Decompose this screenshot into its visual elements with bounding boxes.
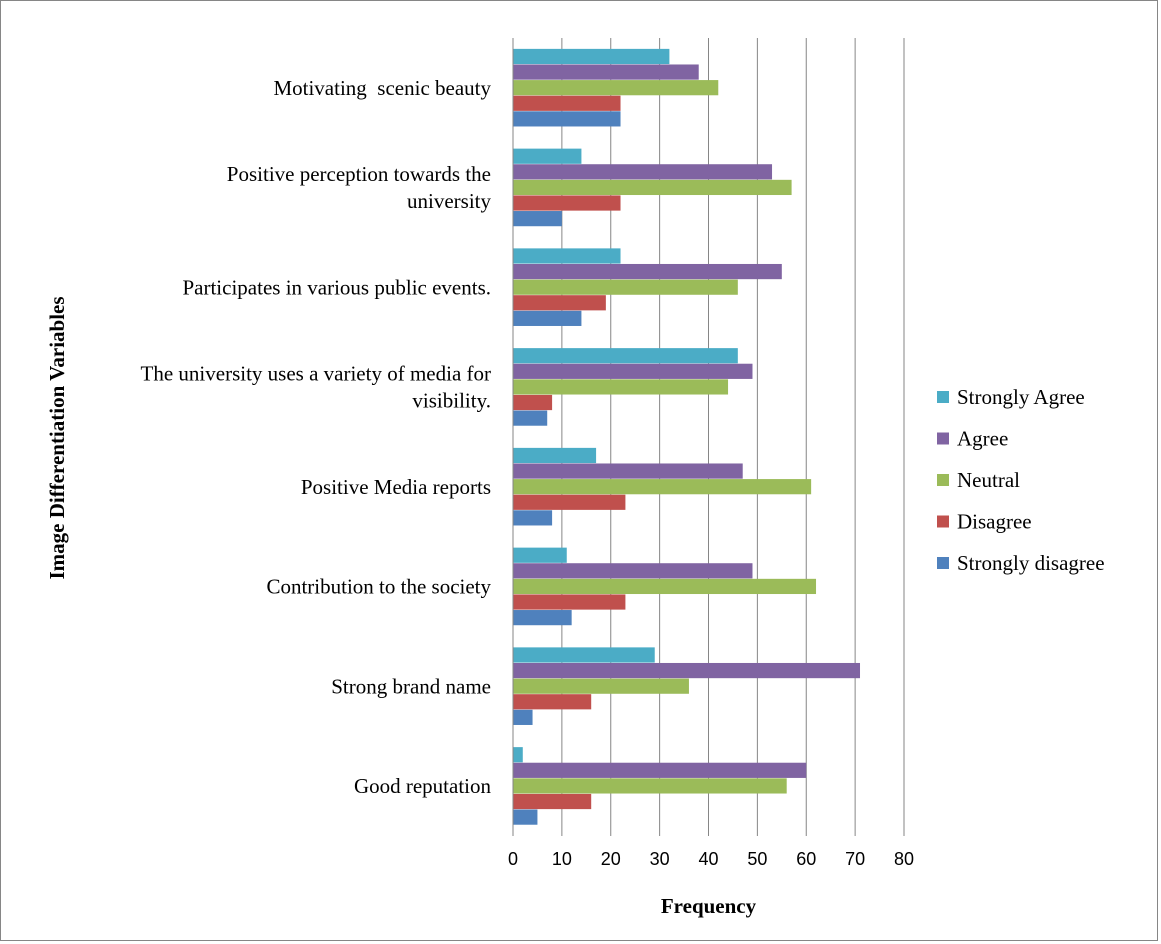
bar (513, 48, 670, 65)
legend-swatch (937, 474, 949, 486)
x-tick-label: 30 (650, 849, 670, 869)
bar (513, 494, 626, 510)
legend-label: Disagree (957, 510, 1032, 534)
bar (513, 463, 743, 479)
category-label: Contribution to the society (266, 575, 491, 599)
legend-swatch (937, 557, 949, 569)
gridlines (561, 38, 905, 836)
bar (513, 778, 787, 794)
bar (513, 510, 553, 526)
category-label: Motivating scenic beauty (273, 76, 491, 100)
x-tick-label: 80 (894, 849, 914, 869)
bar (513, 64, 699, 80)
category-label: The university uses a variety of media f… (141, 362, 491, 413)
bar (513, 762, 807, 778)
bar (513, 547, 567, 563)
bars (513, 48, 861, 825)
bar (513, 678, 689, 694)
bar (513, 479, 812, 495)
legend-swatch (937, 432, 949, 445)
legend-swatch (937, 391, 949, 403)
bar (513, 263, 782, 280)
bar (513, 248, 621, 264)
bar (513, 647, 655, 663)
bar (513, 179, 792, 196)
category-label: Strong brand name (331, 674, 491, 698)
bar (513, 747, 523, 763)
x-tick-label: 40 (698, 849, 718, 869)
category-label: Positive perception towards the universit… (227, 162, 492, 213)
x-axis-title: Frequency (661, 894, 757, 918)
bar (513, 694, 592, 710)
bar (513, 80, 719, 96)
bar (513, 662, 861, 679)
bar (513, 164, 773, 180)
x-tick-label: 20 (601, 849, 621, 869)
x-tick-label: 60 (796, 849, 816, 869)
bar (513, 348, 738, 364)
legend-swatch (937, 515, 949, 528)
bar (513, 279, 738, 295)
legend: Strongly Agree Agree Neutral Disagree Strong… (937, 385, 1105, 575)
bar (513, 709, 533, 725)
bar (513, 578, 817, 595)
bar (513, 594, 626, 610)
x-tick-label: 0 (508, 849, 518, 869)
legend-label: Neutral (957, 468, 1020, 492)
bar (513, 148, 582, 164)
bar (513, 809, 538, 825)
bar (513, 394, 553, 411)
bar (513, 563, 753, 579)
bar (513, 447, 597, 464)
bar (513, 793, 592, 810)
bar (513, 211, 562, 227)
bar (513, 111, 621, 127)
bar (513, 610, 572, 626)
y-axis-title: Image Differentiation Variables (45, 296, 69, 579)
x-tick-labels: 0 10 20 30 40 50 60 70 80 (508, 849, 914, 869)
category-label: Good reputation (354, 774, 492, 798)
bar (513, 379, 729, 395)
bar (513, 310, 582, 326)
bar (513, 410, 548, 426)
legend-label: Strongly disagree (957, 551, 1105, 575)
legend-label: Agree (957, 427, 1008, 451)
bar (513, 195, 621, 211)
bar (513, 295, 606, 311)
category-labels: Motivating scenic beauty Positive percept… (141, 76, 492, 798)
x-tick-label: 10 (552, 849, 572, 869)
legend-label: Strongly Agree (957, 385, 1085, 409)
x-tick-label: 50 (747, 849, 767, 869)
bar (513, 363, 753, 379)
category-label: Participates in various public events. (182, 275, 491, 299)
category-label: Positive Media reports (301, 475, 491, 499)
x-tick-label: 70 (845, 849, 865, 869)
bar (513, 95, 621, 111)
